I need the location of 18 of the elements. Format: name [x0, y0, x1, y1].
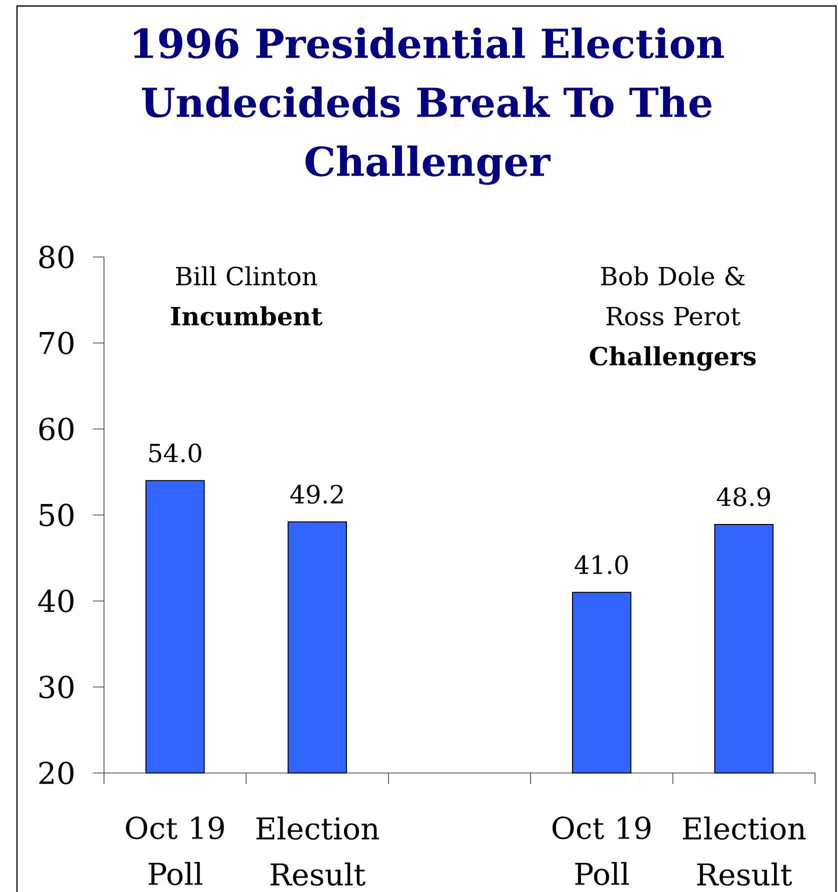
annotation: Bob Dole & Ross Perot Challengers — [590, 266, 756, 371]
y-tick-label: 40 — [38, 590, 74, 612]
x-tick-label: Oct 19 Poll — [126, 816, 224, 886]
x-tick-label: Oct 19 Poll — [552, 816, 650, 886]
data-label: 41.0 — [574, 555, 628, 574]
x-tick-label: Election Result — [256, 816, 380, 886]
chart-title: 1996 Presidential Election Undecideds Break To The Challenger — [134, 28, 724, 185]
data-label: 49.2 — [290, 484, 343, 504]
annotation: Bill Clinton Incumbent — [170, 266, 322, 326]
y-tick-label: 70 — [40, 332, 74, 354]
y-tick-label: 30 — [40, 676, 74, 698]
data-label: 54.0 — [149, 443, 202, 462]
data-label: 48.9 — [716, 487, 770, 506]
x-tick-label: Election Result — [683, 816, 806, 886]
y-tick-label: 60 — [39, 418, 74, 440]
y-tick-label: 50 — [40, 504, 74, 526]
y-tick-label: 80 — [39, 246, 74, 268]
y-tick-label: 20 — [39, 762, 74, 784]
